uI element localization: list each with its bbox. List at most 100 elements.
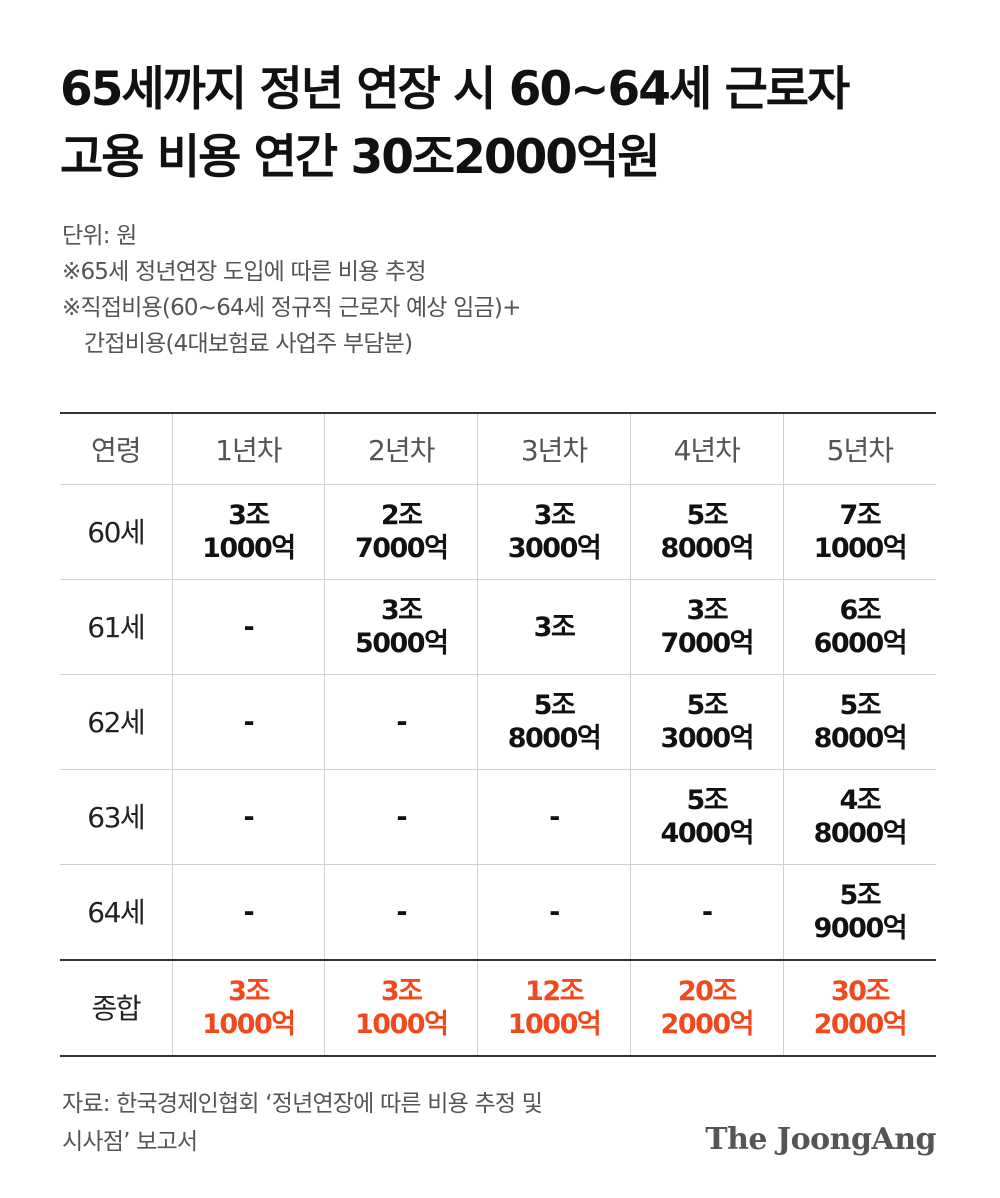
cell-value-line: 1000억 xyxy=(507,1009,602,1040)
cell-value-line: 6조 xyxy=(839,595,882,626)
age-label: 62세 xyxy=(60,674,172,770)
age-label: 63세 xyxy=(60,769,172,865)
cell-value-line: - xyxy=(396,706,407,738)
cell-value-line: 1000억 xyxy=(202,533,296,564)
cell-value-line: - xyxy=(243,801,255,833)
table-row: 63세 - - -5조 4000억 4조 8000억 xyxy=(60,769,936,865)
cost-cell: 5조 9000억 xyxy=(782,864,936,960)
cell-value-line: 20조 xyxy=(677,976,737,1007)
column-header: 1년차 xyxy=(171,413,325,485)
cost-cell: 3조 5000억 xyxy=(324,579,478,675)
source-line-1: 자료: 한국경제인협회 ‘정년연장에 따른 비용 추정 및 xyxy=(62,1091,543,1117)
cell-value-line: 2000억 xyxy=(660,1009,755,1040)
cost-table: 연령 1년차 2년차 3년차 4년차 5년차 60세 3조 1000억 2조 7000억… xyxy=(60,412,936,1057)
chart-title: 65세까지 정년 연장 시 60~64세 근로자 고용 비용 연간 30조200… xyxy=(60,56,940,192)
cell-value-line: 1000억 xyxy=(202,1009,296,1040)
table-header-row: 연령 1년차 2년차 3년차 4년차 5년차 xyxy=(60,413,936,485)
cell-value-line: 3조 xyxy=(380,976,423,1007)
cell-value-line: 5000억 xyxy=(354,628,449,659)
cell-value-line: 8000억 xyxy=(813,723,908,754)
cell-value-line: 2000억 xyxy=(813,1009,908,1040)
age-label: 60세 xyxy=(60,484,172,580)
column-header: 연령 xyxy=(60,413,172,485)
total-cell: 20조 2000억 xyxy=(629,959,784,1056)
total-cell: 3조 1000억 xyxy=(324,959,478,1056)
cell-value-line: 7조 xyxy=(839,500,882,531)
total-cell: 3조 1000억 xyxy=(171,959,325,1056)
cell-value-line: - xyxy=(701,896,713,928)
table-row: 64세 - - - - 5조 9000억 xyxy=(60,864,936,960)
chart-title-line-2: 고용 비용 연간 30조2000억원 xyxy=(60,130,660,185)
cell-value-line: 3조 xyxy=(686,595,728,626)
cost-cell: 5조 8000억 xyxy=(477,674,631,770)
column-header: 2년차 xyxy=(324,413,478,485)
cell-value-line: - xyxy=(396,896,407,928)
cell-value-line: 30조 xyxy=(830,976,890,1007)
cell-value-line: 8000억 xyxy=(507,723,602,754)
total-cell: 30조 2000억 xyxy=(782,959,936,1056)
column-header: 3년차 xyxy=(477,413,631,485)
cell-value-line: 3000억 xyxy=(507,533,602,564)
cell-value-line: 12조 xyxy=(525,976,584,1007)
cost-cell: - xyxy=(324,769,478,865)
cell-value-line: 4000억 xyxy=(660,818,755,849)
table-row: 60세 3조 1000억 2조 7000억 3조 3000억 5조 8000억 7조 1000억 xyxy=(60,484,936,580)
cost-cell: - xyxy=(171,579,325,675)
table-body: 60세 3조 1000억 2조 7000억 3조 3000억 5조 8000억 7조 1000억 61… xyxy=(60,484,936,1056)
cell-value-line: 5조 xyxy=(839,690,882,721)
cell-value-line: - xyxy=(243,611,255,643)
cost-cell: 3조 xyxy=(477,579,631,675)
cost-cell: - xyxy=(171,674,325,770)
cell-value-line: 9000억 xyxy=(813,913,908,944)
cell-value-line: 6000억 xyxy=(813,628,908,659)
cost-cell: 5조 4000억 xyxy=(629,769,784,865)
cost-cell: 5조 8000억 xyxy=(629,484,784,580)
estimate-note: ※65세 정년연장 도입에 따른 비용 추정 xyxy=(62,259,427,285)
cost-cell: - xyxy=(171,864,325,960)
chart-title-line-1: 65세까지 정년 연장 시 60~64세 근로자 xyxy=(60,62,850,117)
cost-cell: 2조 7000억 xyxy=(324,484,478,580)
cell-value-line: 2조 xyxy=(380,500,423,531)
age-label: 61세 xyxy=(60,579,172,675)
cell-value-line: 8000억 xyxy=(813,818,908,849)
cost-cell: - xyxy=(629,864,784,960)
cell-value-line: 3조 xyxy=(228,976,270,1007)
cost-cell: 3조 1000억 xyxy=(171,484,325,580)
cell-value-line: - xyxy=(243,706,255,738)
cost-cell: 5조 3000억 xyxy=(629,674,784,770)
cost-cell: 3조 3000억 xyxy=(477,484,631,580)
cell-value-line: - xyxy=(396,801,407,833)
cell-value-line: 3조 xyxy=(228,500,270,531)
cost-cell: 4조 8000억 xyxy=(782,769,936,865)
cell-value-line: 3조 xyxy=(533,611,576,643)
total-cell: 12조 1000억 xyxy=(477,959,631,1056)
cost-cell: - xyxy=(477,864,631,960)
table-row: 62세 - -5조 8000억 5조 3000억 5조 8000억 xyxy=(60,674,936,770)
cell-value-line: - xyxy=(243,896,255,928)
cell-value-line: 5조 xyxy=(533,690,576,721)
column-header: 4년차 xyxy=(629,413,784,485)
cell-value-line: 7000억 xyxy=(354,533,449,564)
cost-cell: 5조 8000억 xyxy=(782,674,936,770)
column-header: 5년차 xyxy=(782,413,936,485)
cost-cell: 3조 7000억 xyxy=(629,579,784,675)
cell-value-line: 5조 xyxy=(686,690,728,721)
cell-value-line: 1000억 xyxy=(813,533,908,564)
cell-value-line: 5조 xyxy=(686,785,728,816)
cost-cell: - xyxy=(324,674,478,770)
cell-value-line: 3조 xyxy=(380,595,423,626)
cell-value-line: 1000억 xyxy=(354,1009,449,1040)
cell-value-line: - xyxy=(549,801,560,833)
cost-cell: - xyxy=(477,769,631,865)
cell-value-line: 3조 xyxy=(533,500,576,531)
cost-note-line-1: ※직접비용(60~64세 정규직 근로자 예상 임금)+ xyxy=(62,295,521,321)
cell-value-line: 8000억 xyxy=(660,533,755,564)
age-label: 64세 xyxy=(87,895,145,929)
cost-cell: 7조 1000억 xyxy=(782,484,936,580)
total-label: 종합 xyxy=(60,959,172,1056)
cell-value-line: 3000억 xyxy=(660,723,755,754)
unit-note: 단위: 원 xyxy=(62,223,137,249)
cell-value-line: - xyxy=(549,896,560,928)
table-row: 61세 -3조 5000억 3조 3조 7000억 6조 6000억 xyxy=(60,579,936,675)
source-note: 자료: 한국경제인협회 ‘정년연장에 따른 비용 추정 및 시사점’ 보고서 xyxy=(62,1085,702,1161)
